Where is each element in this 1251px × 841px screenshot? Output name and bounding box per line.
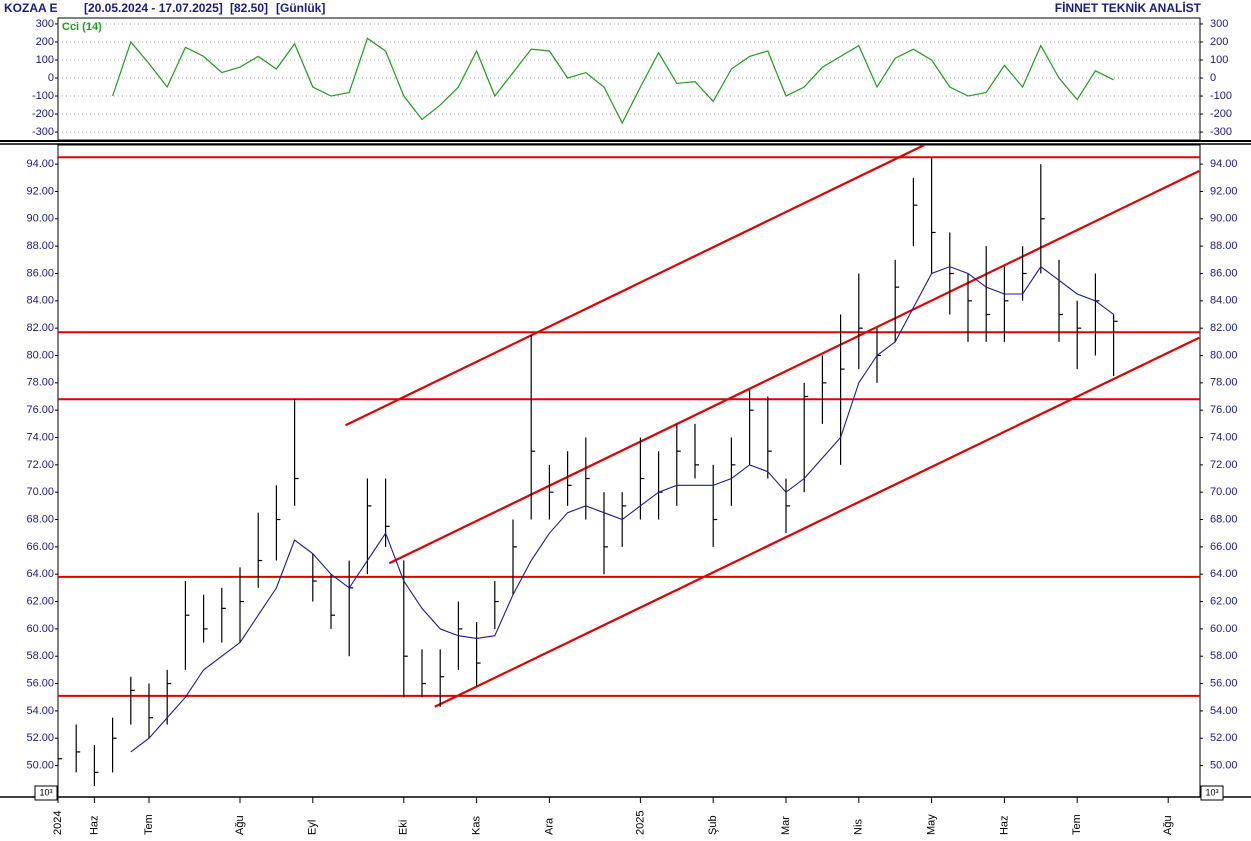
- cci-tick-label: -300: [1210, 126, 1232, 138]
- x-tick-label: May: [926, 814, 938, 835]
- last-price: [82.50]: [230, 1, 268, 15]
- symbol: KOZAA E: [4, 1, 58, 15]
- cci-tick-label: 100: [1210, 54, 1228, 66]
- x-tick-label: Ağu: [234, 815, 246, 835]
- cci-line: [112, 37, 1114, 125]
- y-tick-label: 54.00: [26, 705, 54, 717]
- cci-tick-label: 300: [1210, 18, 1228, 30]
- x-tick-label: 2024: [52, 811, 64, 835]
- trend-line: [388, 169, 1200, 565]
- x-tick-label: Mar: [780, 816, 792, 835]
- y-tick-label: 82.00: [1210, 322, 1238, 334]
- y-tick-label: 68.00: [1210, 513, 1238, 525]
- x-tick-label: Haz: [88, 815, 100, 835]
- cci-tick-label: -100: [1210, 90, 1232, 102]
- x-tick-label: Şub: [707, 815, 719, 835]
- y-tick-label: 74.00: [1210, 431, 1238, 443]
- y-tick-label: 80.00: [26, 349, 54, 361]
- scale-note: 10³: [1205, 787, 1218, 797]
- y-tick-label: 66.00: [1210, 541, 1238, 553]
- y-tick-label: 94.00: [1210, 158, 1238, 170]
- x-tick-label: Tem: [143, 814, 155, 835]
- cci-tick-label: -300: [32, 126, 54, 138]
- y-tick-label: 92.00: [1210, 185, 1238, 197]
- cci-tick-label: -200: [1210, 108, 1232, 120]
- scale-note: 10³: [39, 787, 52, 797]
- y-tick-label: 50.00: [1210, 759, 1238, 771]
- cci-tick-label: -200: [32, 108, 54, 120]
- scale-box: [34, 785, 58, 801]
- cci-tick-label: -100: [32, 90, 54, 102]
- trend-line: [434, 336, 1200, 708]
- y-tick-label: 68.00: [26, 513, 54, 525]
- moving-average: [130, 265, 1114, 753]
- y-tick-label: 84.00: [26, 295, 54, 307]
- y-tick-label: 70.00: [1210, 486, 1238, 498]
- y-tick-label: 58.00: [1210, 650, 1238, 662]
- y-tick-label: 62.00: [1210, 595, 1238, 607]
- cci-title: Cci (14): [62, 21, 102, 33]
- y-tick-label: 54.00: [1210, 705, 1238, 717]
- y-tick-label: 88.00: [26, 240, 54, 252]
- x-tick-label: Tem: [1071, 814, 1083, 835]
- price-plot: [58, 145, 1200, 787]
- brand: FİNNET TEKNİK ANALİST: [1055, 0, 1202, 15]
- y-tick-label: 64.00: [26, 568, 54, 580]
- scale-box: [1200, 785, 1224, 801]
- x-tick-label: Ara: [543, 817, 555, 835]
- y-tick-label: 72.00: [1210, 459, 1238, 471]
- y-tick-label: 76.00: [1210, 404, 1238, 416]
- y-tick-label: 92.00: [26, 185, 54, 197]
- y-tick-label: 52.00: [1210, 732, 1238, 744]
- y-tick-label: 60.00: [1210, 623, 1238, 635]
- cci-tick-label: 300: [36, 18, 54, 30]
- y-tick-label: 80.00: [1210, 349, 1238, 361]
- y-tick-label: 52.00: [26, 732, 54, 744]
- x-tick-label: 2025: [634, 811, 646, 835]
- x-tick-label: Nis: [853, 819, 865, 835]
- x-tick-label: Haz: [998, 815, 1010, 835]
- y-tick-label: 56.00: [26, 677, 54, 689]
- cci-tick-label: 100: [36, 54, 54, 66]
- y-tick-label: 72.00: [26, 459, 54, 471]
- y-tick-label: 90.00: [26, 213, 54, 225]
- y-tick-label: 86.00: [1210, 267, 1238, 279]
- x-tick-label: Ağu: [1162, 815, 1174, 835]
- y-tick-label: 88.00: [1210, 240, 1238, 252]
- period: [Günlük]: [276, 1, 325, 15]
- y-tick-label: 78.00: [26, 377, 54, 389]
- y-tick-label: 60.00: [26, 623, 54, 635]
- y-tick-label: 94.00: [26, 158, 54, 170]
- x-tick-label: Kas: [471, 816, 483, 835]
- y-tick-label: 74.00: [26, 431, 54, 443]
- y-tick-label: 86.00: [26, 267, 54, 279]
- y-tick-label: 56.00: [1210, 677, 1238, 689]
- y-tick-label: 58.00: [26, 650, 54, 662]
- y-tick-label: 84.00: [1210, 295, 1238, 307]
- date-range: [20.05.2024 - 17.07.2025]: [84, 1, 223, 15]
- x-tick-label: Eyl: [307, 820, 319, 835]
- cci-tick-label: 200: [36, 36, 54, 48]
- y-tick-label: 90.00: [1210, 213, 1238, 225]
- cci-tick-label: 200: [1210, 36, 1228, 48]
- y-tick-label: 62.00: [26, 595, 54, 607]
- y-tick-label: 82.00: [26, 322, 54, 334]
- y-tick-label: 66.00: [26, 541, 54, 553]
- y-tick-label: 78.00: [1210, 377, 1238, 389]
- y-tick-label: 70.00: [26, 486, 54, 498]
- trend-line: [345, 145, 925, 427]
- cci-tick-label: 0: [48, 72, 54, 84]
- y-tick-label: 76.00: [26, 404, 54, 416]
- y-tick-label: 64.00: [1210, 568, 1238, 580]
- x-tick-label: Eki: [398, 820, 410, 835]
- cci-tick-label: 0: [1210, 72, 1216, 84]
- y-tick-label: 50.00: [26, 759, 54, 771]
